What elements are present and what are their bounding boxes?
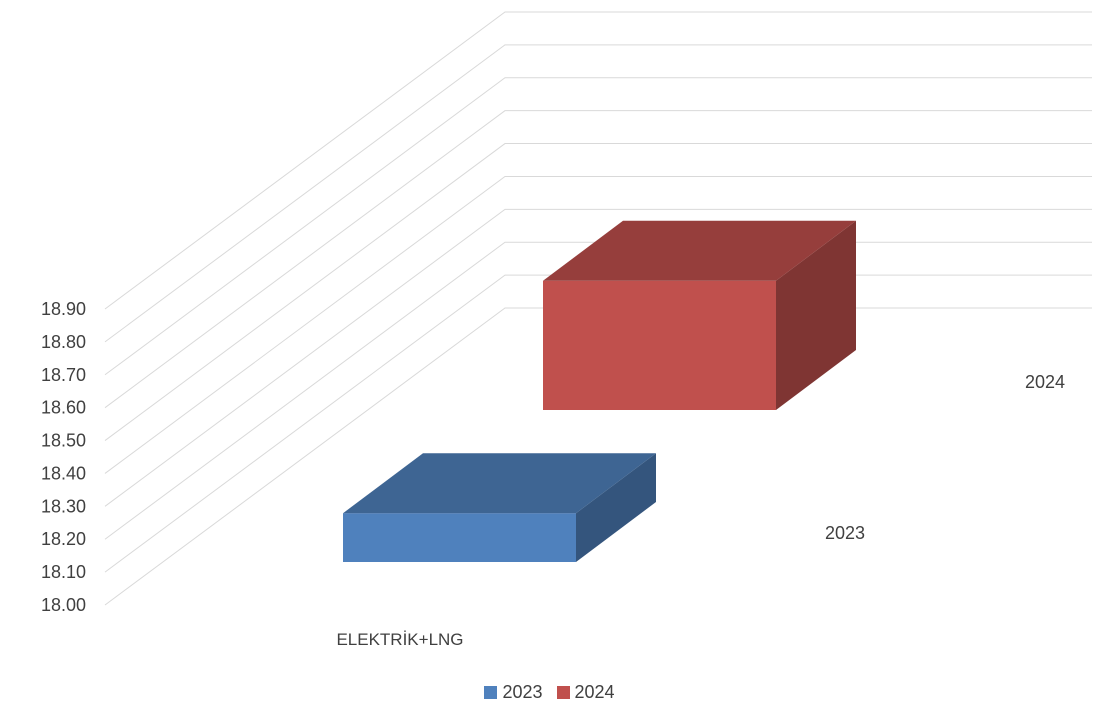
bar-2023	[343, 453, 656, 562]
gridline-18.60	[104, 110, 1092, 409]
legend-label-2024: 2024	[574, 682, 615, 702]
bar-front-2023	[343, 513, 576, 562]
axis-labels: 2023 2024 ELEKTRİK+LNG	[336, 372, 1065, 649]
y-tick-label-18.30: 18.30	[41, 496, 86, 516]
y-tick-label-18.20: 18.20	[41, 529, 86, 549]
y-tick-label-18.00: 18.00	[41, 595, 86, 615]
x-category-label: ELEKTRİK+LNG	[336, 630, 463, 649]
legend-label-2023: 2023	[502, 682, 543, 702]
gridline-18.50	[104, 143, 1092, 441]
y-tick-label-18.90: 18.90	[41, 299, 86, 319]
y-axis: 18.00 18.10 18.20 18.30 18.40 18.50 18.60 18.70…	[41, 299, 86, 615]
legend-item-2023: 2023	[484, 682, 543, 703]
bar-top-2023	[343, 453, 656, 514]
bar-front-2024	[543, 280, 776, 410]
gridline-18.70	[104, 77, 1092, 376]
depth-axis-label-2024: 2024	[1025, 372, 1065, 392]
y-tick-label-18.70: 18.70	[41, 365, 86, 385]
bar-side-2024	[776, 220, 856, 410]
legend: 2023 2024	[0, 682, 1099, 703]
gridline-18.40	[104, 175, 1092, 474]
gridline-18.00	[104, 307, 1092, 606]
y-tick-label-18.80: 18.80	[41, 332, 86, 352]
legend-item-2024: 2024	[556, 682, 615, 703]
bars	[343, 220, 856, 562]
gridline-18.10	[104, 274, 1092, 573]
bar-2024	[543, 220, 856, 410]
bar-top-2024	[543, 220, 856, 281]
gridline-18.30	[104, 208, 1092, 507]
gridline-18.80	[104, 44, 1092, 343]
y-tick-label-18.50: 18.50	[41, 431, 86, 451]
gridline-18.20	[104, 241, 1092, 540]
legend-swatch-2024	[556, 686, 570, 699]
gridline-18.90	[104, 11, 1092, 310]
y-tick-label-18.10: 18.10	[41, 562, 86, 582]
gridlines	[104, 11, 1092, 606]
depth-axis-label-2023: 2023	[825, 523, 865, 543]
y-tick-label-18.40: 18.40	[41, 463, 86, 483]
y-tick-label-18.60: 18.60	[41, 398, 86, 418]
legend-swatch-2023	[484, 686, 498, 699]
bar-side-2023	[576, 453, 656, 562]
